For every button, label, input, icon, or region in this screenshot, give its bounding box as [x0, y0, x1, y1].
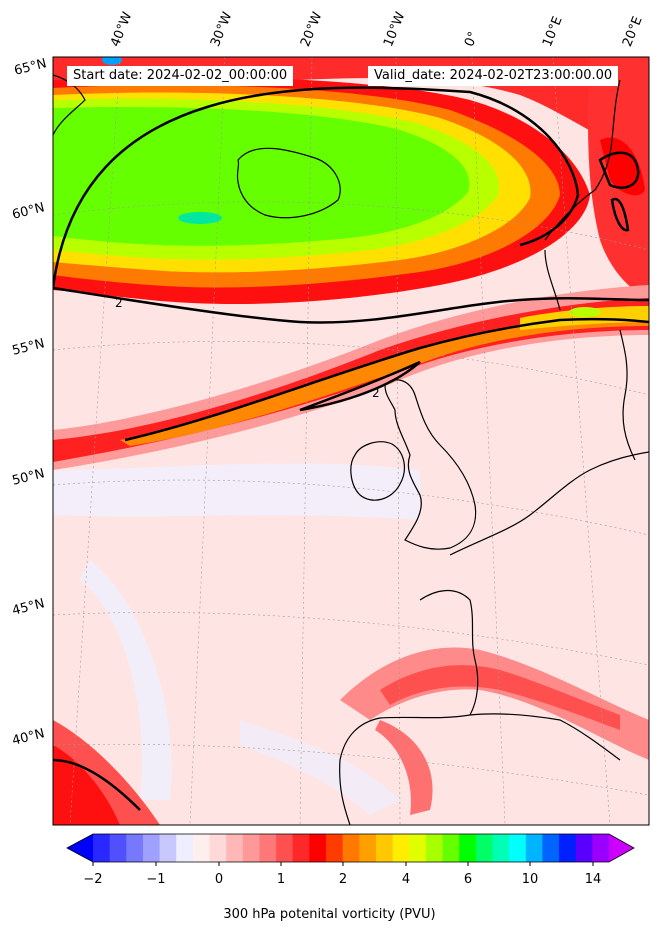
colorbar-segment: [142, 834, 161, 862]
colorbar-segment: [359, 834, 377, 862]
colorbar-segment: [475, 834, 493, 862]
colorbar-segment: [492, 834, 510, 862]
colorbar-tick: 6: [463, 872, 473, 887]
colorbar-segment: [126, 834, 144, 862]
map-frame: [52, 56, 650, 826]
colorbar-tick: 10: [521, 872, 539, 887]
colorbar-segment: [525, 834, 543, 862]
colorbar-segment: [176, 834, 194, 862]
colorbar-tick: 14: [584, 872, 602, 887]
colorbar-segment: [375, 834, 394, 862]
colorbar-tick: 2: [338, 872, 348, 887]
colorbar-title: 300 hPa potenital vorticity (PVU): [223, 907, 436, 922]
colorbar-segment: [226, 834, 244, 862]
colorbar-segment: [542, 834, 560, 862]
contour-label: 2: [115, 296, 123, 310]
colorbar-segment: [575, 834, 593, 862]
colorbar-tick: −2: [83, 872, 103, 887]
pv-sw-corner-core: [53, 745, 120, 825]
colorbar-segment: [109, 834, 127, 862]
colorbar-tick: 4: [401, 872, 411, 887]
colorbar-extend-max: [609, 834, 634, 862]
low-pv-patch: [240, 720, 400, 815]
low-pv-patch: [53, 463, 420, 520]
colorbar-segment: [259, 834, 277, 862]
colorbar-tick: 1: [276, 872, 286, 887]
colorbar-segment: [592, 834, 610, 862]
colorbar-segment: [292, 834, 310, 862]
pv-filament-iberia-core: [380, 665, 620, 730]
colorbar-tick: 0: [214, 872, 224, 887]
coastlines: [53, 74, 649, 825]
colorbar-segment: [326, 834, 344, 862]
colorbar-segment: [509, 834, 527, 862]
graticule: [53, 57, 649, 825]
colorbar-segment: [459, 834, 477, 862]
colorbar-segment: [559, 834, 577, 862]
colorbar-segment: [342, 834, 360, 862]
colorbar-segment: [192, 834, 211, 862]
start-date-label: Start date: 2024-02-02_00:00:00: [67, 66, 294, 86]
valid-date-label: Valid_date: 2024-02-02T23:00:00.00: [368, 66, 619, 86]
pv-max-patch: [102, 57, 122, 65]
contour-label: 2: [372, 386, 380, 400]
colorbar-segment: [159, 834, 177, 862]
colorbar-segment: [442, 834, 460, 862]
colorbar-segment: [93, 834, 111, 862]
colorbar-tick: −1: [146, 872, 166, 887]
pv-filament-iberia-branch: [375, 720, 433, 815]
pv-max-patch: [178, 212, 222, 224]
colorbar-segment: [392, 834, 410, 862]
colorbar: [66, 833, 635, 866]
low-pv-patch: [80, 560, 172, 800]
jet-band-max: [569, 307, 601, 317]
colorbar-extend-min: [67, 834, 93, 862]
colorbar-segment: [242, 834, 260, 862]
colorbar-segment: [209, 834, 227, 862]
colorbar-segment: [409, 834, 427, 862]
jet-band-orange: [120, 310, 649, 446]
high-pv-ne-core: [600, 137, 645, 196]
colorbar-segment: [276, 834, 294, 862]
colorbar-segment: [425, 834, 444, 862]
pv-tongue-green: [53, 106, 470, 246]
colorbar-segment: [309, 834, 327, 862]
